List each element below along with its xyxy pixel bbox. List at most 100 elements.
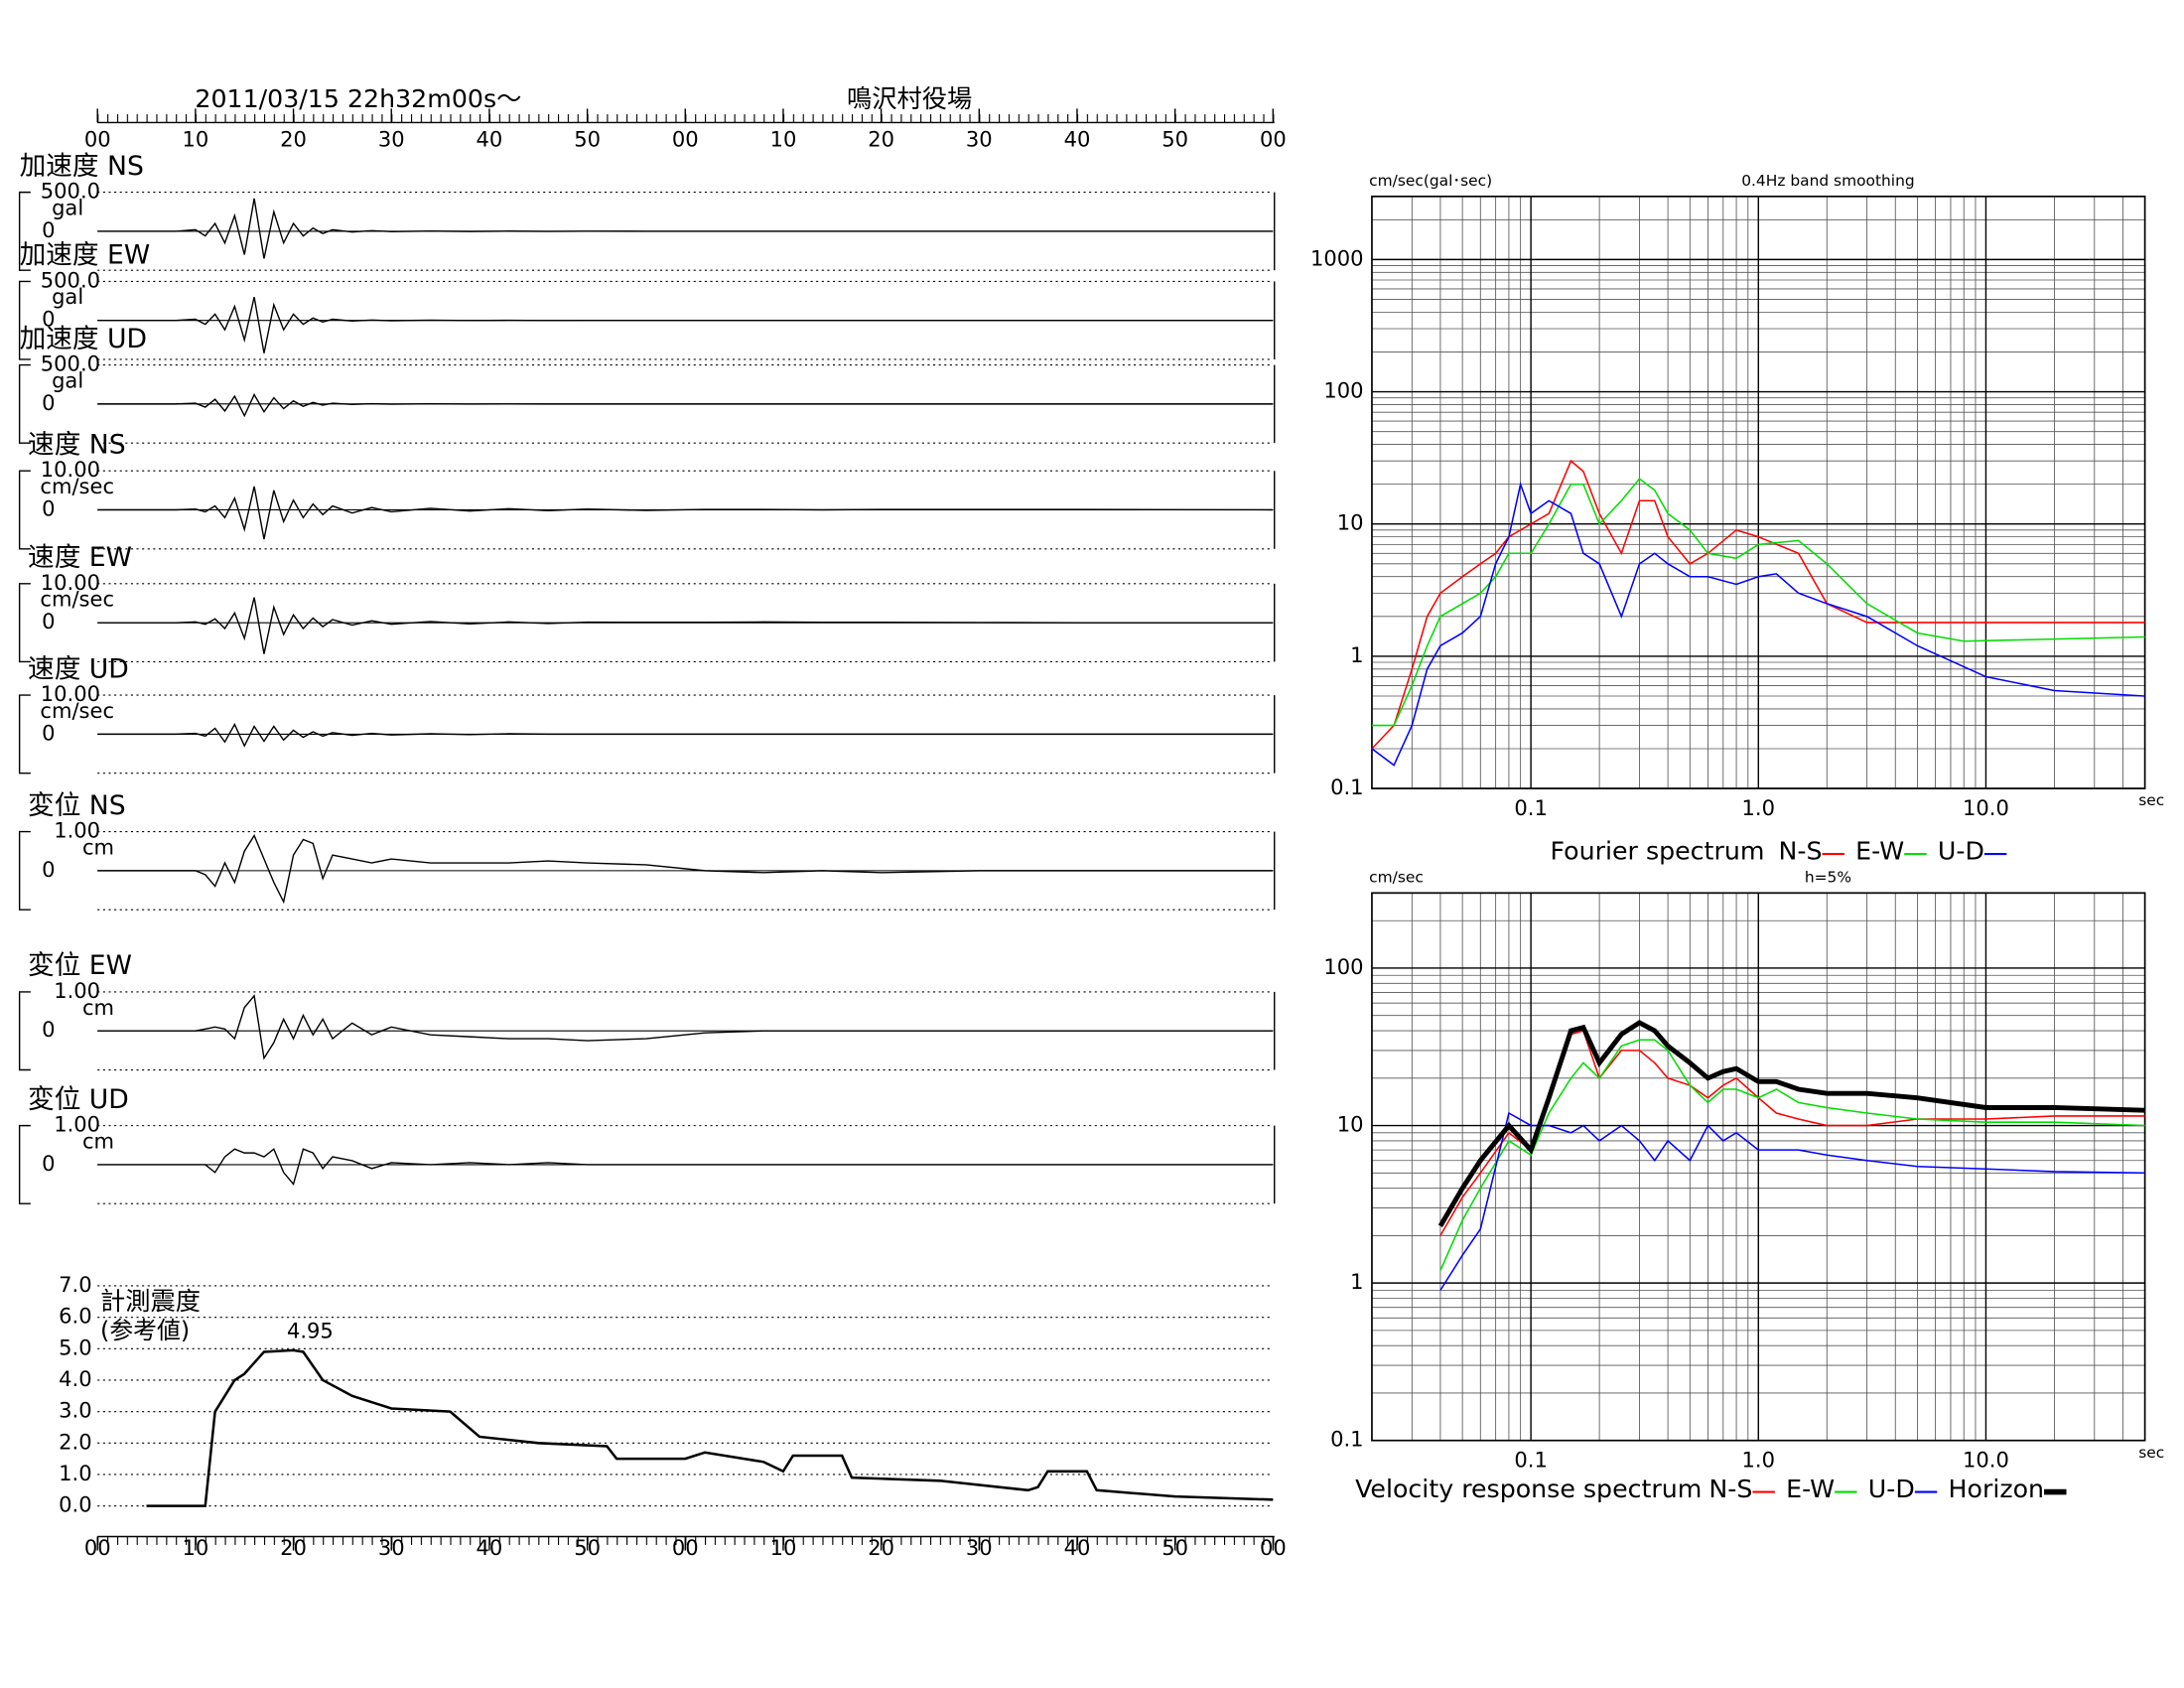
minor-ticks (97, 114, 1275, 123)
y-tick-label: 1.0 (59, 1461, 91, 1485)
legend-label: E-W (1855, 837, 1904, 866)
y-unit-label: cm/sec(gal･sec) (1369, 172, 1492, 190)
x-tick-label: 30 (378, 1535, 405, 1560)
y-tick-label: 0 (42, 217, 55, 242)
legend-label: N-S (1778, 837, 1822, 866)
y-tick-label: 7.0 (59, 1272, 91, 1297)
x-tick-label: 00 (1260, 127, 1287, 152)
unit-label: cm/sec (40, 698, 114, 723)
station-name: 鳴沢村役場 (847, 84, 972, 113)
chart-note: 0.4Hz band smoothing (1741, 172, 1914, 190)
x-tick-label: 1.0 (1742, 1448, 1775, 1473)
unit-label: cm (82, 1128, 114, 1153)
unit-label: gal (52, 284, 83, 309)
waveform (97, 486, 1274, 540)
x-axis-label: sec (2138, 1444, 2164, 1462)
x-tick-label: 10 (183, 127, 209, 152)
waveform (97, 597, 1274, 654)
y-tick-label: 10.00 (41, 570, 100, 595)
unit-label: cm/sec (40, 587, 114, 612)
trace-label: 加速度 EW (20, 240, 151, 271)
x-tick-label: 10 (770, 1535, 797, 1560)
sheet: 2011/03/15 22h32m00s〜 鳴沢村役場 00 10 20 30 40 50… (18, 84, 2164, 1560)
x-tick-label: 30 (378, 127, 405, 152)
x-tick-label: 30 (966, 127, 993, 152)
trace-label: 加速度 UD (20, 324, 147, 354)
x-tick-label: 0.1 (1514, 1448, 1547, 1473)
y-tick-label: 0.1 (1330, 1427, 1363, 1452)
unit-label: gal (52, 195, 83, 219)
spectrum-line (1371, 478, 2145, 727)
y-tick-label: 3.0 (59, 1398, 91, 1423)
x-tick-label: 20 (868, 127, 894, 152)
trace-label: 速度 EW (28, 542, 132, 573)
x-tick-label: 00 (672, 1535, 699, 1560)
legend-label: U-D (1868, 1475, 1915, 1503)
x-tick-label: 00 (672, 127, 699, 152)
waveform (97, 994, 1274, 1060)
x-tick-label: 20 (868, 1535, 894, 1560)
x-tick-label: 50 (574, 1535, 601, 1560)
x-tick-label: 10.0 (1963, 795, 2009, 820)
trace-label: 加速度 NS (20, 151, 144, 182)
y-tick-label: 6.0 (59, 1304, 91, 1329)
trace-label: 変位 NS (28, 790, 126, 821)
spectrum-line (1439, 1030, 2145, 1236)
trace-bracket (18, 363, 31, 444)
x-tick-label: 40 (1064, 127, 1091, 152)
x-tick-label: 0.1 (1514, 795, 1547, 820)
spectrum-line (1437, 1020, 2145, 1228)
y-tick-label: 100 (1323, 954, 1363, 979)
y-tick-label: 0 (42, 720, 55, 745)
legend-label: E-W (1786, 1475, 1835, 1503)
y-tick-label: 500.0 (41, 352, 100, 376)
minor-ticks (97, 1536, 1275, 1545)
intensity-line (146, 1348, 1274, 1507)
trace-label: 速度 NS (28, 429, 126, 460)
x-tick-label: 50 (1161, 1535, 1188, 1560)
x-tick-label: 50 (1161, 127, 1188, 152)
spectrum-line (1371, 481, 2145, 767)
trace-bracket (18, 280, 31, 360)
x-tick-label: 40 (477, 1535, 503, 1560)
trace-bracket (18, 1124, 31, 1204)
y-tick-label: 4.0 (59, 1366, 91, 1391)
y-tick-label: 0 (42, 1151, 55, 1176)
y-tick-label: 10.00 (41, 457, 100, 482)
chart-title: Fourier spectrum (1551, 837, 1765, 866)
y-tick-label: 0 (42, 1017, 55, 1042)
y-tick-label: 500.0 (41, 179, 100, 204)
waveform (97, 834, 1274, 905)
y-tick-label: 0 (42, 307, 55, 332)
y-tick-label: 10 (1337, 1112, 1364, 1137)
y-label-note: (参考値) (100, 1317, 190, 1344)
plot-frame (1371, 195, 2146, 789)
y-tick-label: 1.00 (54, 818, 100, 843)
y-tick-label: 0 (42, 390, 55, 415)
unit-label: cm (82, 995, 114, 1020)
x-tick-label: 10.0 (1963, 1448, 2009, 1473)
trace-bracket (18, 583, 31, 663)
y-tick-label: 0.0 (59, 1492, 91, 1517)
waveform (97, 296, 1274, 353)
x-tick-label: 00 (84, 127, 111, 152)
y-tick-label: 2.0 (59, 1429, 91, 1454)
legend-label: U-D (1938, 837, 1984, 866)
y-tick-label: 500.0 (41, 267, 100, 292)
trace-bracket (18, 191, 31, 271)
x-tick-label: 00 (1260, 1535, 1287, 1560)
unit-label: cm/sec (40, 474, 114, 498)
trace-bracket (18, 991, 31, 1071)
waveform (97, 1148, 1274, 1187)
record-datetime: 2011/03/15 22h32m00s〜 (195, 84, 521, 113)
trace-label: 速度 UD (28, 653, 129, 684)
x-tick-label: 00 (84, 1535, 111, 1560)
y-tick-label: 0.1 (1330, 774, 1363, 799)
x-tick-label: 40 (477, 127, 503, 152)
x-tick-label: 1.0 (1742, 795, 1775, 820)
x-tick-label: 20 (280, 127, 307, 152)
x-tick-label: 50 (574, 127, 601, 152)
waveform (97, 392, 1274, 418)
peak-label: 4.95 (287, 1319, 334, 1343)
y-tick-label: 0 (42, 495, 55, 520)
